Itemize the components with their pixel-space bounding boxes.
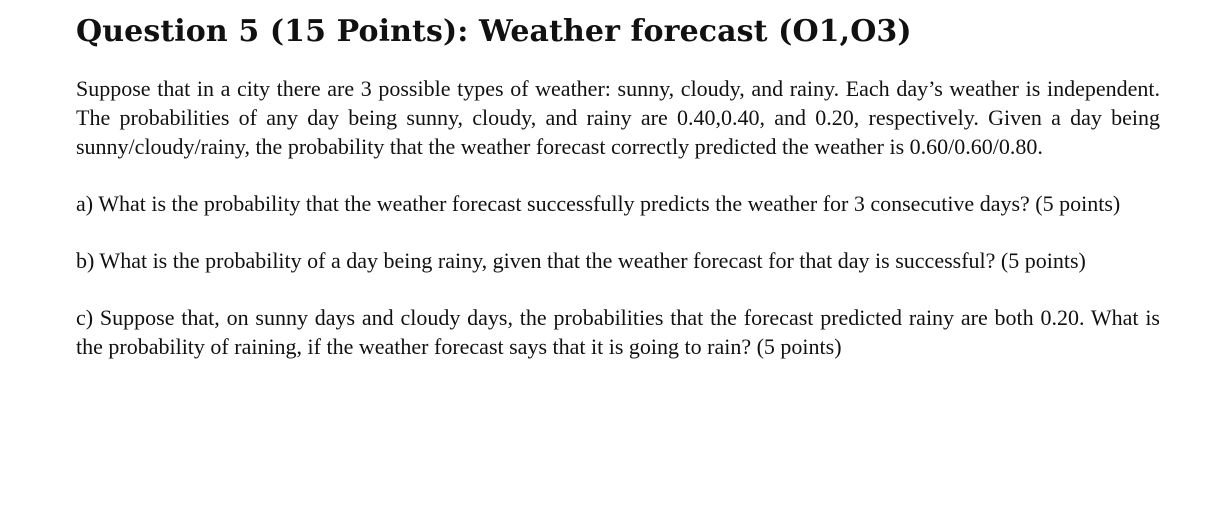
question-part-c: c) Suppose that, on sunny days and cloud…: [76, 305, 1160, 359]
question-part-a: a) What is the probability that the weat…: [76, 191, 1121, 216]
problem-statement: Suppose that in a city there are 3 possi…: [76, 76, 1160, 159]
question-document: Question 5 (15 Points): Weather forecast…: [76, 10, 1160, 361]
question-title: Question 5 (15 Points): Weather forecast…: [76, 14, 912, 49]
question-part-b: b) What is the probability of a day bein…: [76, 248, 1086, 273]
